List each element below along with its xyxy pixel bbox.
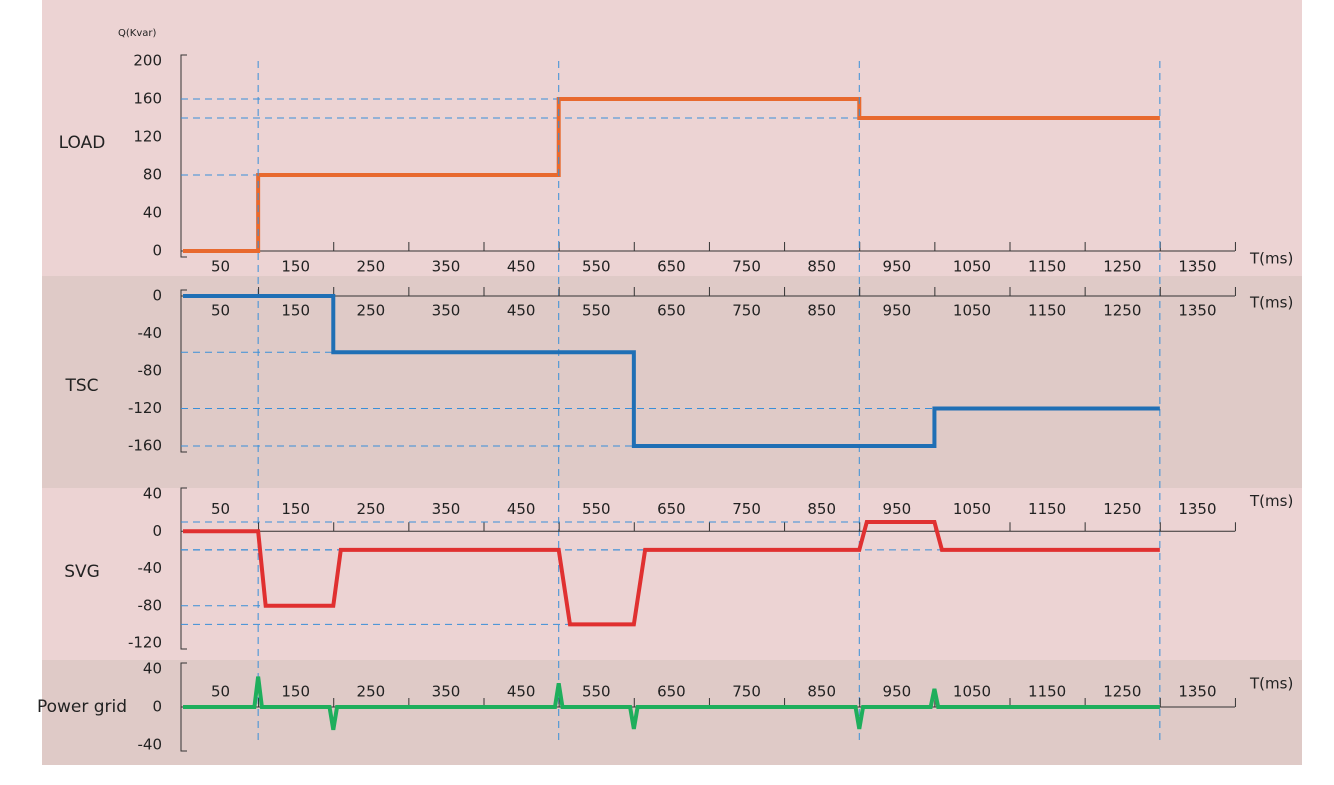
x-tick-label: 350 bbox=[432, 500, 461, 518]
y-tick-label: 40 bbox=[143, 660, 162, 678]
y-axis-label: Q(Kvar) bbox=[118, 28, 156, 39]
x-tick-label: 850 bbox=[807, 258, 836, 276]
x-tick-label: 1350 bbox=[1178, 302, 1216, 320]
x-tick-label: 1250 bbox=[1103, 683, 1141, 701]
x-tick-label: 350 bbox=[432, 258, 461, 276]
x-tick-label: 1150 bbox=[1028, 302, 1066, 320]
x-tick-label: 1350 bbox=[1178, 258, 1216, 276]
x-tick-label: 1350 bbox=[1178, 500, 1216, 518]
panel-label: TSC bbox=[64, 376, 98, 396]
x-tick-label: 1050 bbox=[953, 500, 991, 518]
x-tick-label: 50 bbox=[211, 258, 230, 276]
x-tick-label: 1050 bbox=[953, 258, 991, 276]
x-tick-label: 750 bbox=[732, 258, 761, 276]
x-tick-label: 50 bbox=[211, 302, 230, 320]
x-tick-label: 550 bbox=[582, 258, 611, 276]
x-tick-label: 650 bbox=[657, 500, 686, 518]
y-tick-label: -40 bbox=[138, 559, 163, 577]
x-tick-label: 50 bbox=[211, 500, 230, 518]
x-axis-label: T(ms) bbox=[1249, 492, 1293, 510]
x-tick-label: 950 bbox=[883, 500, 912, 518]
y-tick-label: -120 bbox=[128, 634, 162, 652]
x-tick-label: 150 bbox=[281, 683, 310, 701]
x-tick-label: 850 bbox=[807, 302, 836, 320]
y-tick-label: 0 bbox=[152, 698, 162, 716]
x-tick-label: 150 bbox=[281, 258, 310, 276]
x-tick-label: 550 bbox=[582, 500, 611, 518]
y-tick-label: 40 bbox=[143, 204, 162, 222]
y-tick-label: -80 bbox=[138, 362, 163, 380]
x-tick-label: 1250 bbox=[1103, 302, 1141, 320]
y-tick-label: -40 bbox=[138, 324, 163, 342]
x-tick-label: 850 bbox=[807, 683, 836, 701]
x-tick-label: 650 bbox=[657, 258, 686, 276]
y-tick-label: 0 bbox=[152, 287, 162, 305]
y-tick-label: 0 bbox=[152, 242, 162, 260]
y-tick-label: 160 bbox=[133, 90, 162, 108]
x-tick-label: 750 bbox=[732, 500, 761, 518]
x-tick-label: 1050 bbox=[953, 302, 991, 320]
x-tick-label: 450 bbox=[507, 500, 536, 518]
x-tick-label: 850 bbox=[807, 500, 836, 518]
x-axis-label: T(ms) bbox=[1249, 250, 1293, 268]
x-tick-label: 550 bbox=[582, 683, 611, 701]
panel-bg bbox=[42, 276, 1302, 488]
y-tick-label: 80 bbox=[143, 166, 162, 184]
data-line bbox=[183, 294, 1160, 448]
x-tick-label: 950 bbox=[883, 302, 912, 320]
x-tick-label: 550 bbox=[582, 302, 611, 320]
panel-label: Power grid bbox=[37, 697, 127, 717]
data-line bbox=[183, 519, 1160, 627]
x-tick-label: 50 bbox=[211, 683, 230, 701]
y-axis bbox=[180, 289, 187, 453]
y-tick-label: 0 bbox=[152, 522, 162, 540]
x-tick-label: 1150 bbox=[1028, 683, 1066, 701]
x-tick-label: 950 bbox=[883, 258, 912, 276]
x-tick-label: 450 bbox=[507, 258, 536, 276]
y-tick-label: -80 bbox=[138, 596, 163, 614]
x-tick-label: 650 bbox=[657, 302, 686, 320]
y-tick-label: -40 bbox=[138, 736, 163, 754]
x-tick-label: 1250 bbox=[1103, 258, 1141, 276]
y-tick-label: 40 bbox=[143, 485, 162, 503]
x-tick-label: 950 bbox=[883, 683, 912, 701]
y-axis bbox=[180, 54, 187, 258]
x-tick-label: 1150 bbox=[1028, 500, 1066, 518]
x-axis-label: T(ms) bbox=[1249, 294, 1293, 312]
x-tick-label: 650 bbox=[657, 683, 686, 701]
panel-label: LOAD bbox=[59, 133, 106, 153]
x-axis-label: T(ms) bbox=[1249, 675, 1293, 693]
x-tick-label: 150 bbox=[281, 302, 310, 320]
x-tick-label: 250 bbox=[357, 258, 386, 276]
panel-label: SVG bbox=[64, 562, 100, 582]
x-tick-label: 1250 bbox=[1103, 500, 1141, 518]
panel-bg bbox=[42, 660, 1302, 765]
x-tick-label: 750 bbox=[732, 683, 761, 701]
x-tick-label: 1350 bbox=[1178, 683, 1216, 701]
x-tick-label: 1150 bbox=[1028, 258, 1066, 276]
x-tick-label: 250 bbox=[357, 302, 386, 320]
data-line bbox=[183, 676, 1160, 731]
x-tick-label: 150 bbox=[281, 500, 310, 518]
x-tick-label: 450 bbox=[507, 683, 536, 701]
x-tick-label: 250 bbox=[357, 500, 386, 518]
y-tick-label: -120 bbox=[128, 399, 162, 417]
panel-bg bbox=[42, 488, 1302, 660]
y-tick-label: 120 bbox=[133, 128, 162, 146]
y-tick-label: -160 bbox=[128, 437, 162, 455]
x-tick-label: 350 bbox=[432, 302, 461, 320]
y-axis bbox=[180, 487, 187, 650]
y-tick-label: 200 bbox=[133, 52, 162, 70]
x-tick-label: 750 bbox=[732, 302, 761, 320]
x-tick-label: 1050 bbox=[953, 683, 991, 701]
x-tick-label: 450 bbox=[507, 302, 536, 320]
x-tick-label: 350 bbox=[432, 683, 461, 701]
x-tick-label: 250 bbox=[357, 683, 386, 701]
panel-bg bbox=[42, 0, 1302, 276]
